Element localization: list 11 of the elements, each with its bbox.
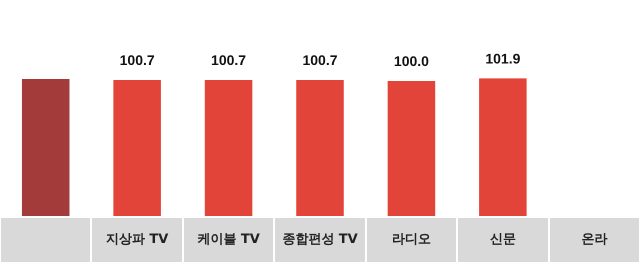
x-tick-label: 온라 — [581, 232, 608, 248]
data-label: 100.7 — [120, 52, 155, 68]
x-tick-label: 종합편성 TV — [282, 232, 358, 248]
x-tick-label: 지상파 TV — [106, 232, 168, 248]
data-label: 100.7 — [302, 52, 338, 68]
data-label: 101.9 — [485, 50, 521, 66]
x-tick-label: 신문 — [490, 232, 516, 248]
data-label: 100.0 — [394, 52, 430, 69]
x-tick-label: 라디오 — [392, 232, 431, 248]
data-label: 100.7 — [211, 52, 246, 68]
x-tick-label: 케이블 TV — [197, 232, 260, 248]
